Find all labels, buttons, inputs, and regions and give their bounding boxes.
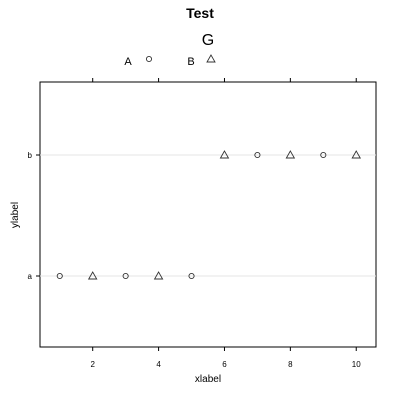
x-axis-label: xlabel [195, 374, 221, 385]
legend-marker-B [206, 54, 216, 63]
x-tick-label-6: 6 [222, 360, 227, 369]
data-points [56, 150, 362, 280]
y-tick-label-a: a [28, 272, 33, 281]
data-point-A-9 [320, 151, 327, 159]
x-axis: 2 4 6 8 10 [90, 78, 361, 369]
x-tick-label-8: 8 [288, 360, 293, 369]
plot-frame [39, 81, 377, 348]
data-point-B-4 [153, 271, 164, 280]
legend-label-A: A [124, 56, 132, 68]
y-axis-label: ylabel [10, 202, 21, 228]
x-tick-label-4: 4 [156, 360, 161, 369]
legend-title: G [202, 32, 214, 49]
x-tick-label-10: 10 [352, 360, 361, 369]
legend-label-B: B [187, 56, 194, 68]
data-point-A-7 [254, 151, 261, 159]
data-point-B-6 [219, 150, 230, 159]
data-point-A-5 [188, 272, 195, 280]
legend-marker-A [145, 55, 153, 63]
data-point-B-8 [285, 150, 296, 159]
x-tick-label-2: 2 [90, 360, 95, 369]
chart-title: Test [186, 5, 214, 21]
data-point-A-3 [122, 272, 129, 280]
data-point-A-1 [56, 272, 63, 280]
data-point-B-10 [351, 150, 362, 159]
data-point-B-2 [87, 271, 98, 280]
y-axis: ab [28, 151, 40, 281]
y-tick-label-b: b [28, 151, 33, 160]
grid [40, 154, 376, 277]
